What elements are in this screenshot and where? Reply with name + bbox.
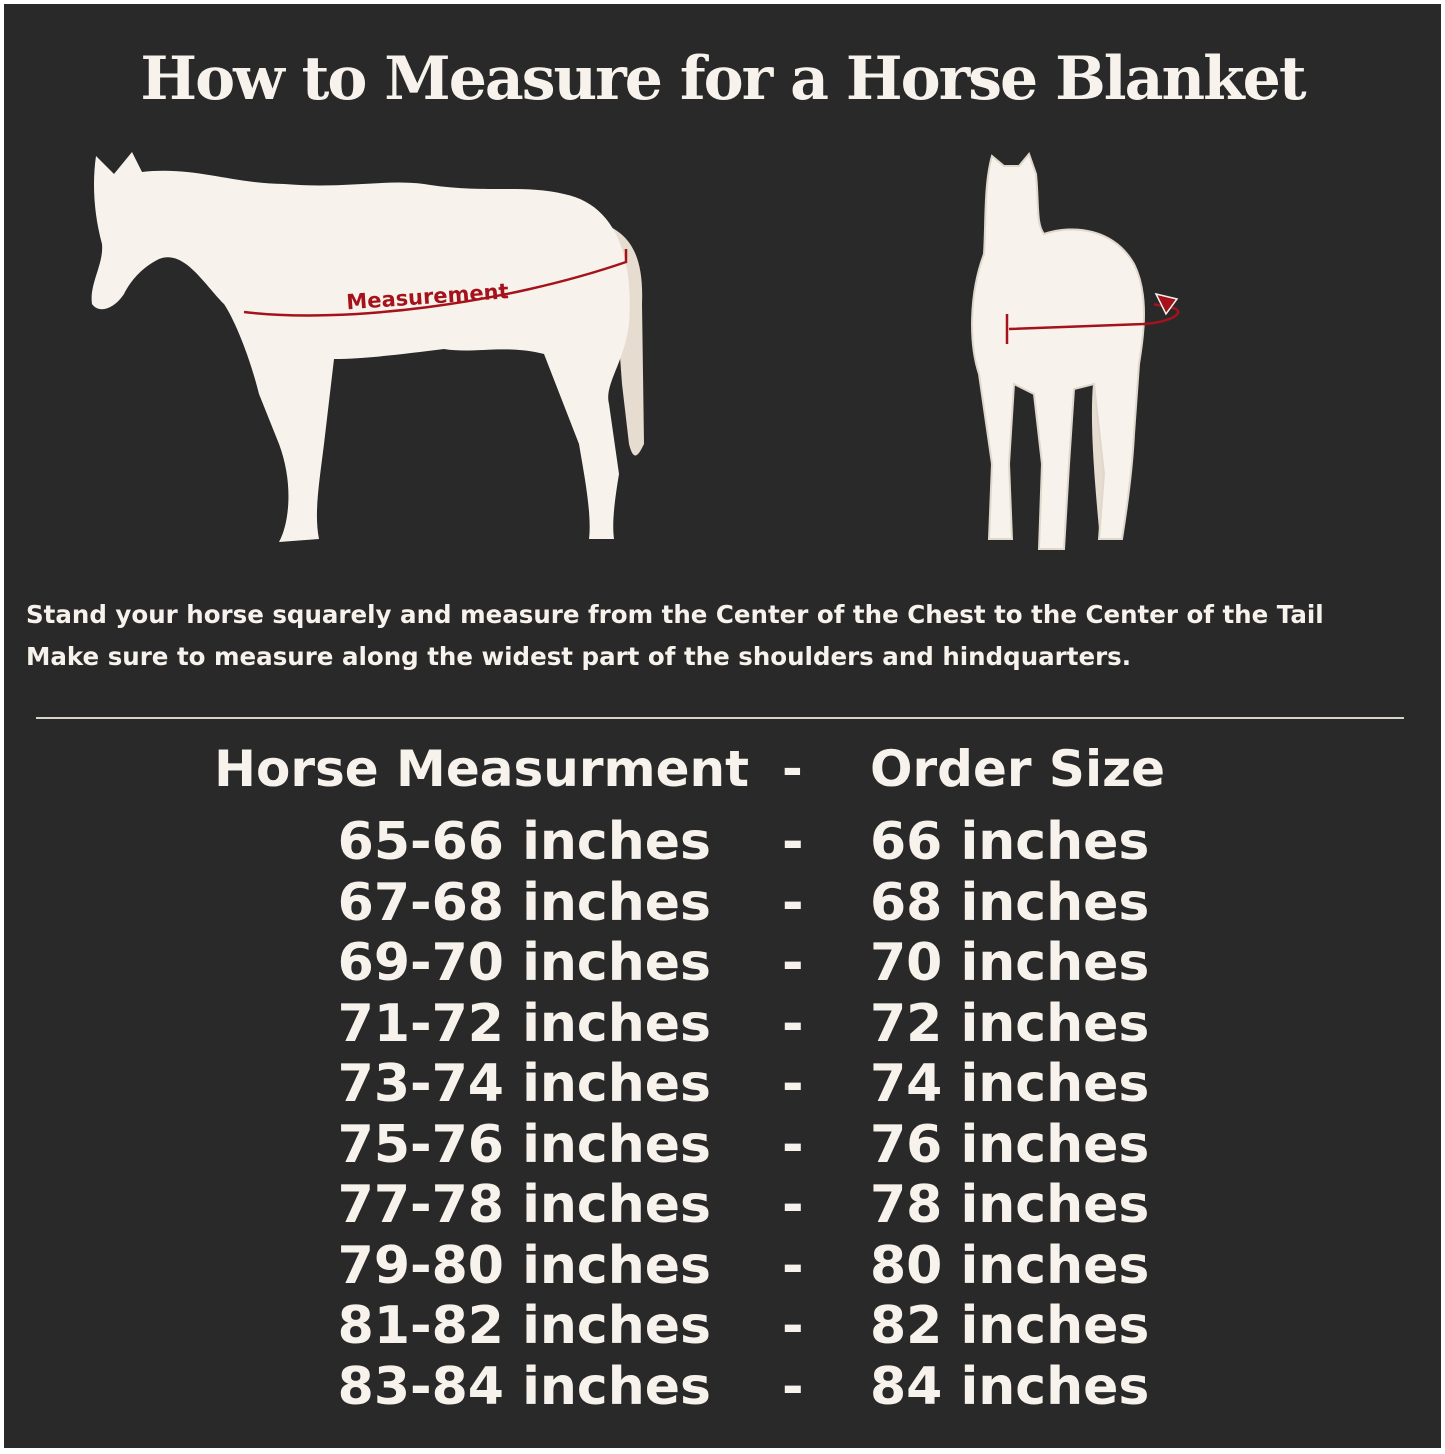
page-title: How to Measure for a Horse Blanket — [140, 44, 1306, 114]
order-size-cell: 84 inches — [870, 1356, 1150, 1417]
horse-measurement-cell: 67-68 inches — [337, 872, 711, 933]
order-size-cell: 74 inches — [870, 1054, 1150, 1114]
horse-front-body — [971, 152, 1145, 550]
order-size-cell: 72 inches — [870, 993, 1150, 1054]
front-measurement-line — [1005, 302, 1180, 344]
separator-cell: - — [782, 1296, 804, 1356]
horse-side-view-illustration: Measurement — [91, 152, 644, 542]
horse-measurement-cell: 83-84 inches — [337, 1356, 711, 1417]
horse-measurement-cell: 65-66 inches — [337, 812, 711, 872]
separator-cell: - — [782, 872, 804, 933]
table-row: 69-70 inches - 70 inches — [4, 933, 1441, 993]
separator-cell: - — [782, 933, 804, 993]
table-row: 79-80 inches - 80 inches — [4, 1236, 1441, 1296]
arrow-head-icon — [1154, 292, 1179, 316]
horse-measurement-cell: 81-82 inches — [337, 1296, 711, 1356]
header-separator: - — [782, 740, 803, 798]
header-horse-measurement: Horse Measurment — [214, 740, 749, 798]
table-row: 73-74 inches - 74 inches — [4, 1054, 1441, 1114]
instruction-line-1: Stand your horse squarely and measure fr… — [26, 600, 1324, 629]
table-header: Horse Measurment - Order Size — [4, 740, 1441, 800]
order-size-cell: 76 inches — [870, 1114, 1150, 1175]
separator-cell: - — [782, 1054, 804, 1114]
order-size-cell: 80 inches — [870, 1235, 1150, 1296]
separator-cell: - — [782, 812, 804, 872]
table-row: 67-68 inches - 68 inches — [4, 873, 1441, 933]
table-row: 83-84 inches - 84 inches — [4, 1357, 1441, 1417]
order-size-cell: 66 inches — [870, 812, 1150, 872]
separator-cell: - — [782, 1114, 804, 1175]
order-size-cell: 78 inches — [870, 1175, 1150, 1235]
table-row: 65-66 inches - 66 inches — [4, 812, 1441, 872]
divider — [36, 717, 1404, 719]
infographic-panel: How to Measure for a Horse Blanket Measu… — [4, 4, 1441, 1448]
order-size-cell: 70 inches — [870, 933, 1150, 993]
header-order-size: Order Size — [870, 740, 1166, 798]
horse-measurement-cell: 73-74 inches — [337, 1054, 711, 1114]
measurement-line — [243, 249, 628, 317]
order-size-cell: 68 inches — [870, 872, 1150, 933]
separator-cell: - — [782, 1235, 804, 1296]
horse-measurement-cell: 79-80 inches — [337, 1235, 711, 1296]
table-row: 75-76 inches - 76 inches — [4, 1115, 1441, 1175]
table-row: 81-82 inches - 82 inches — [4, 1296, 1441, 1356]
table-row: 71-72 inches - 72 inches — [4, 994, 1441, 1054]
horse-body — [91, 152, 630, 542]
table-row: 77-78 inches - 78 inches — [4, 1175, 1441, 1235]
horse-front-view-illustration — [971, 152, 1180, 550]
separator-cell: - — [782, 1356, 804, 1417]
instruction-line-2: Make sure to measure along the widest pa… — [26, 642, 1132, 671]
separator-cell: - — [782, 1175, 804, 1235]
horse-measurement-cell: 69-70 inches — [337, 933, 711, 993]
order-size-cell: 82 inches — [870, 1296, 1150, 1356]
horse-measurement-cell: 71-72 inches — [337, 993, 711, 1054]
separator-cell: - — [782, 993, 804, 1054]
horse-measurement-cell: 77-78 inches — [337, 1175, 711, 1235]
horse-measurement-cell: 75-76 inches — [337, 1114, 711, 1175]
